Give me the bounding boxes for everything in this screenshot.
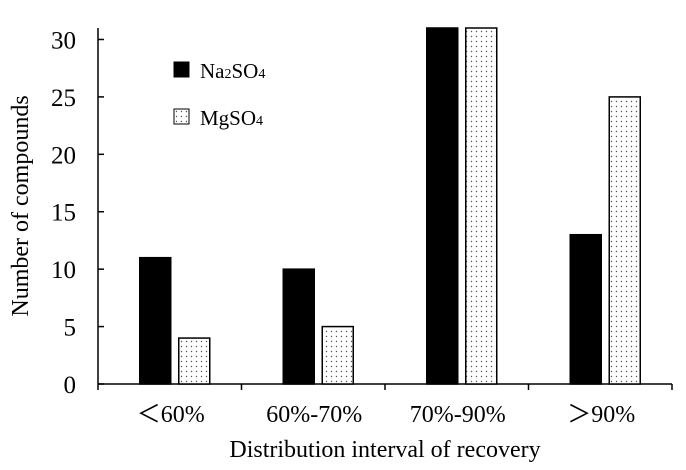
y-tick-label-5: 5 bbox=[64, 315, 77, 342]
legend-label-na2so4: Na2SO4 bbox=[200, 59, 265, 83]
legend: Na2SO4 MgSO4 bbox=[173, 59, 265, 130]
x-tick-label-60-70: 60%-70% bbox=[266, 402, 362, 428]
x-axis-title: Distribution interval of recovery bbox=[229, 437, 540, 463]
x-tick-label-60: ＜60% bbox=[137, 402, 205, 428]
x-tick-label-70-90: 70%-90% bbox=[410, 402, 506, 428]
bar-mgso4-60-70 bbox=[321, 325, 354, 385]
legend-label-mgso4: MgSO4 bbox=[200, 106, 263, 130]
bar-na2so4-60 bbox=[139, 256, 172, 385]
bars bbox=[139, 27, 641, 385]
bar-na2so4-60-70 bbox=[282, 268, 315, 385]
x-ticks: ＜60% 60%-70% 70%-90% ＞90% bbox=[97, 384, 673, 428]
y-tick-label-20: 20 bbox=[51, 142, 76, 169]
legend-swatch-mgso4 bbox=[173, 108, 190, 125]
bar-mgso4-70-90 bbox=[465, 27, 498, 385]
y-axis-title: Number of compounds bbox=[8, 95, 34, 316]
y-tick-label-15: 15 bbox=[51, 200, 76, 227]
legend-swatch-na2so4 bbox=[173, 61, 190, 78]
bar-na2so4-90 bbox=[569, 233, 602, 385]
y-tick-label-0: 0 bbox=[64, 372, 77, 399]
bar-mgso4-60 bbox=[178, 337, 211, 385]
y-tick-label-10: 10 bbox=[51, 257, 76, 284]
bar-mgso4-90 bbox=[608, 96, 641, 385]
y-ticks: 0 5 10 15 20 25 30 bbox=[51, 27, 104, 399]
x-tick-label-90: ＞90% bbox=[567, 402, 635, 428]
y-tick-label-30: 30 bbox=[51, 27, 76, 54]
bar-na2so4-70-90 bbox=[426, 27, 459, 385]
y-tick-label-25: 25 bbox=[51, 85, 76, 112]
